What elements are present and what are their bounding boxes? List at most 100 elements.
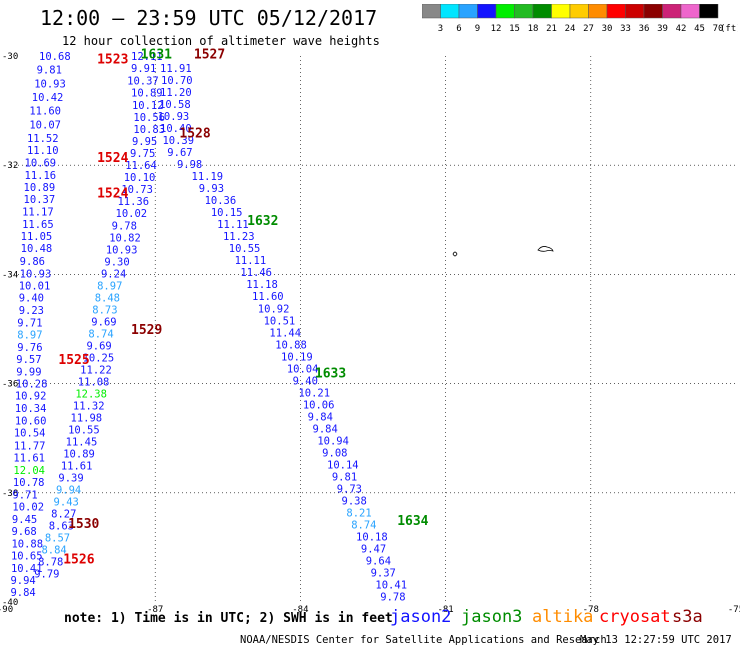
pass-label: 1528 [179, 126, 210, 141]
wave-height-value: 11.17 [22, 207, 54, 219]
legend-tick-label: 39 [657, 24, 668, 34]
wave-height-value: 10.89 [24, 182, 56, 194]
wave-height-value: 9.40 [19, 292, 44, 304]
wave-height-value: 10.69 [25, 157, 57, 169]
wave-height-value: 9.40 [293, 375, 318, 387]
wave-height-value: 9.94 [56, 485, 81, 497]
wave-height-value: 11.46 [240, 267, 272, 279]
latitude-tick-label: -32 [2, 161, 18, 171]
latitude-tick-label: -40 [2, 598, 18, 608]
legend-tick-label: 42 [676, 24, 687, 34]
wave-height-value: 10.92 [258, 303, 290, 315]
wave-height-value: 11.65 [22, 219, 54, 231]
wave-height-value: 9.93 [199, 183, 224, 195]
wave-height-value: 8.97 [97, 280, 122, 292]
wave-height-value: 9.75 [130, 148, 155, 160]
wave-height-value: 9.64 [366, 556, 391, 568]
island-outline [537, 246, 554, 252]
wave-height-value: 10.93 [158, 111, 190, 123]
pass-label: 1527 [194, 47, 225, 62]
wave-height-value: 12.38 [75, 388, 107, 400]
wave-height-value: 11.22 [80, 364, 112, 376]
legend-tick-label: 9 [475, 24, 480, 34]
wave-height-value: 10.54 [14, 428, 46, 440]
satellite-cryosat: cryosat [599, 607, 671, 627]
wave-height-value: 9.71 [12, 489, 37, 501]
legend-tick-label: 33 [620, 24, 631, 34]
wave-height-value: 9.81 [332, 471, 357, 483]
wave-height-value: 8.63 [49, 521, 74, 533]
wave-height-value: 10.02 [12, 501, 44, 513]
track-diagonal: 11.9110.7011.2010.5810.9310.4010.399.679… [158, 63, 407, 604]
wave-height-value: 8.73 [92, 304, 117, 316]
wave-height-value: 9.24 [101, 268, 126, 280]
pass-label: 1523 [97, 53, 128, 68]
pass-label: 1525 [58, 353, 89, 368]
wave-height-value: 12.04 [13, 465, 45, 477]
legend-tick-label: 36 [639, 24, 650, 34]
wave-height-value: 9.78 [380, 592, 405, 604]
pass-label: 1631 [141, 47, 172, 62]
wave-height-value: 11.52 [27, 133, 59, 145]
wave-height-value: 10.93 [20, 268, 52, 280]
credit-line: NOAA/NESDIS Center for Satellite Applica… [240, 634, 607, 646]
wave-height-value: 10.70 [161, 75, 193, 87]
legend-tick-label: 21 [546, 24, 557, 34]
wave-height-value: 9.30 [104, 256, 129, 268]
wave-height-value: 10.10 [124, 172, 156, 184]
page-title: 12:00 – 23:59 UTC 05/12/2017 [40, 6, 378, 30]
wave-height-value: 9.98 [177, 159, 202, 171]
wave-height-value: 10.73 [121, 184, 153, 196]
satellite-altika: altika [532, 607, 594, 627]
legend-tick-label: 27 [583, 24, 594, 34]
wave-height-value: 9.76 [17, 342, 42, 354]
wave-height-value: 9.43 [54, 497, 79, 509]
wave-height-value: 10.34 [15, 403, 47, 415]
wave-height-value: 9.84 [10, 587, 35, 599]
wave-height-value: 8.74 [88, 328, 113, 340]
wave-height-value: 9.91 [131, 63, 156, 75]
track-west-a: 10.689.8110.9310.4211.6010.0711.5211.101… [10, 51, 70, 599]
track-west-b: 12.119.9110.3710.8910.1210.5610.839.959.… [34, 51, 165, 581]
wave-height-value: 8.74 [351, 519, 376, 531]
satellite-jason3: jason3 [461, 607, 523, 627]
legend-tick-label: 18 [528, 24, 539, 34]
wave-height-value: 10.36 [205, 195, 237, 207]
wave-height-value: 8.48 [95, 292, 120, 304]
pass-label: 1526 [63, 552, 94, 567]
wave-height-value: 9.38 [342, 495, 367, 507]
wave-height-value: 9.86 [20, 256, 45, 268]
longitude-tick-label: -90 [0, 605, 13, 615]
wave-height-value: 11.23 [223, 231, 255, 243]
wave-height-value: 10.89 [131, 88, 163, 100]
longitude-tick-label: -75 [728, 605, 740, 615]
wave-height-value: 10.39 [162, 135, 194, 147]
wave-height-value: 9.67 [167, 147, 192, 159]
wave-height-value: 9.69 [91, 316, 116, 328]
wave-height-value: 9.81 [37, 65, 62, 77]
wave-height-value: 8.21 [346, 507, 371, 519]
wave-height-value: 10.55 [229, 243, 261, 255]
longitude-tick-label: -84 [292, 605, 308, 615]
footer-note: note: 1) Time is in UTC; 2) SWH is in fe… [64, 611, 393, 626]
generated-timestamp: May 13 12:27:59 UTC 2017 [580, 634, 732, 646]
wave-height-value: 11.05 [21, 231, 53, 243]
wave-height-value: 9.71 [17, 317, 42, 329]
latitude-tick-label: -36 [2, 380, 18, 390]
wave-height-value: 10.04 [287, 363, 319, 375]
wave-height-value: 10.28 [16, 379, 48, 391]
legend-tick-label: 70 [713, 24, 724, 34]
legend-tick-label: 15 [509, 24, 520, 34]
wave-height-value: 10.12 [132, 100, 164, 112]
wave-height-value: 9.73 [337, 483, 362, 495]
pass-label: 1529 [131, 323, 162, 338]
wave-height-value: 9.57 [16, 354, 41, 366]
wave-height-value: 10.42 [32, 92, 64, 104]
wave-height-value: 9.99 [16, 367, 41, 379]
wave-height-value: 11.32 [73, 400, 105, 412]
wave-height-value: 10.25 [83, 352, 115, 364]
wave-height-value: 11.36 [117, 196, 149, 208]
legend-tick-label: 30 [602, 24, 613, 34]
